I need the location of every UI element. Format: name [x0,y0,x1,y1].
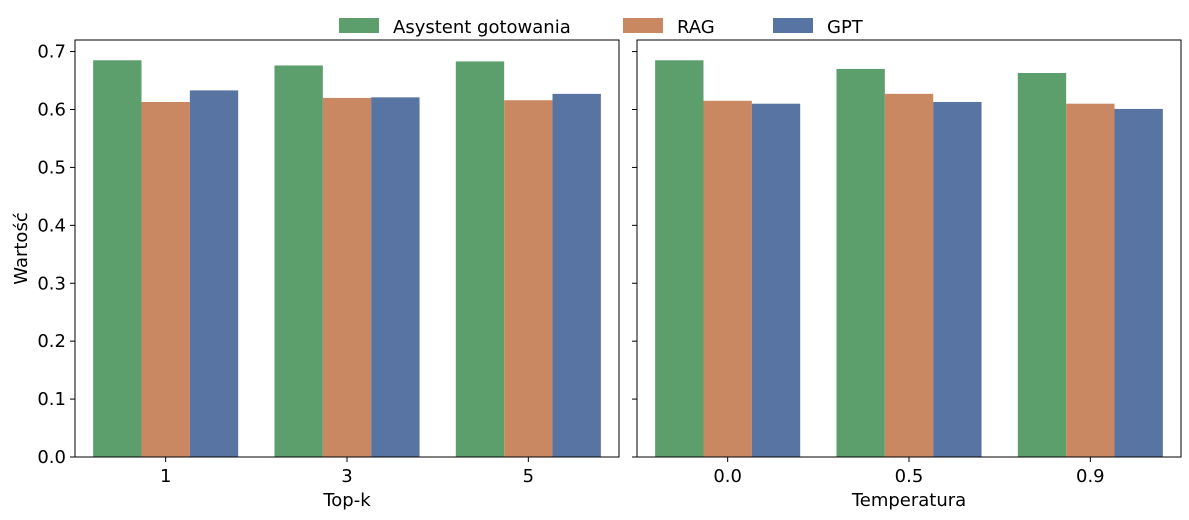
bar-asystent-gotowania-3 [274,65,323,457]
x-tick-label: 0.0 [713,466,742,487]
y-tick-label: 0.2 [37,331,66,352]
bar-gpt-1 [189,90,239,457]
bar-gpt-0.0 [751,103,801,458]
panel-top-k: 1 3 5 0.0 0.1 0.2 0.3 0.4 0.5 0.6 0.7 Top-k Wartość [11,39,620,511]
x-tick-label: 0.9 [1076,466,1105,487]
x-axis-label: Temperatura [851,490,966,511]
y-tick-label: 0.5 [37,157,66,178]
bar-rag-0.9 [1066,103,1115,458]
x-tick-label: 1 [160,466,171,487]
bar-asystent-gotowania-0.9 [1017,73,1067,457]
y-tick-label: 0.7 [37,42,66,63]
x-tick-label: 3 [341,466,352,487]
bar-gpt-5 [552,93,601,458]
bar-gpt-0.9 [1114,108,1163,458]
legend-label-asystent-gotowania: Asystent gotowania [393,17,571,38]
y-tick-label: 0.6 [37,100,66,121]
y-tick-label: 0.4 [37,215,66,236]
legend-label-gpt: GPT [827,17,864,38]
legend-swatch-gpt [773,18,813,33]
legend-swatch-rag [623,18,663,33]
y-tick-label: 0.1 [37,389,66,410]
bar-rag-3 [322,97,372,458]
legend: Asystent gotowania RAG GPT [339,17,864,38]
bar-rag-1 [141,101,190,457]
y-tick-label: 0.3 [37,273,66,294]
legend-swatch-asystent-gotowania [339,18,379,33]
x-tick-label: 5 [523,466,534,487]
bar-asystent-gotowania-0.0 [655,60,704,458]
legend-label-rag: RAG [677,17,715,38]
bar-rag-0.5 [884,93,934,458]
bar-gpt-3 [371,97,420,457]
bar-asystent-gotowania-5 [455,61,505,458]
x-axis-label: Top-k [322,490,371,511]
bar-asystent-gotowania-1 [93,60,142,458]
panel-temperatura: 0.0 0.5 0.9 Temperatura [632,39,1182,511]
bar-asystent-gotowania-0.5 [836,68,885,458]
bar-rag-5 [504,100,553,457]
y-axis-label: Wartość [11,212,32,284]
x-tick-label: 0.5 [895,466,924,487]
y-tick-label: 0.0 [37,447,66,468]
bar-rag-0.0 [703,100,752,457]
bar-gpt-0.5 [933,101,982,457]
